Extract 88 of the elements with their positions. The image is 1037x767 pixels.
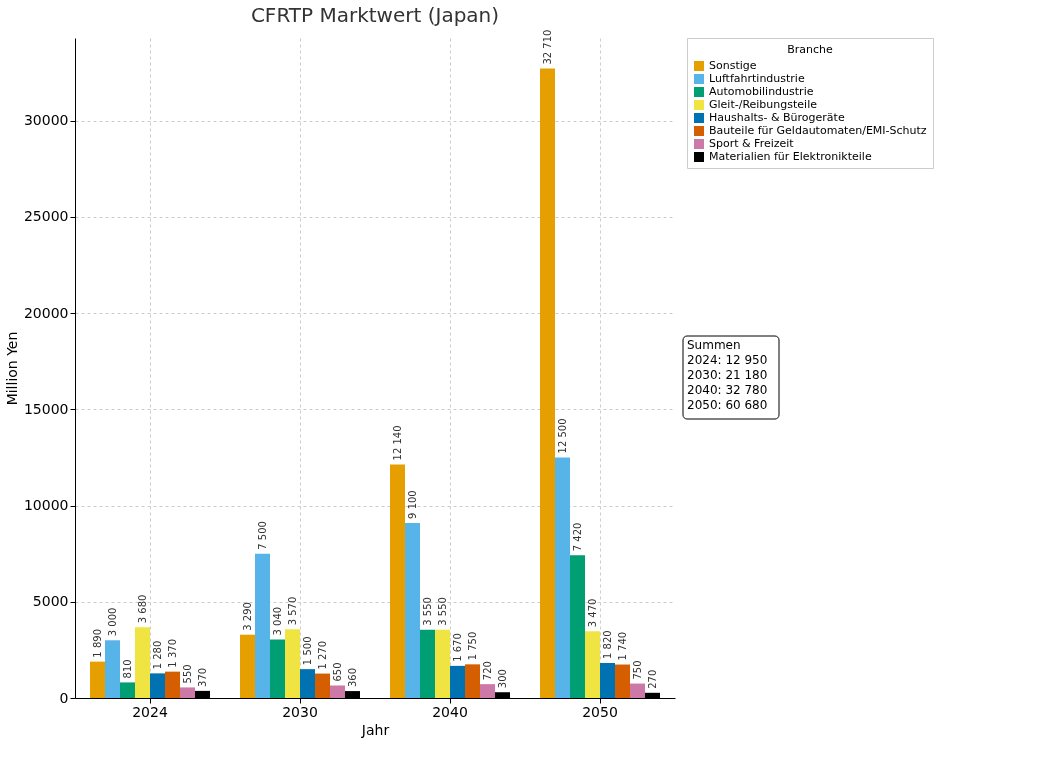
bar	[585, 631, 600, 698]
data-label: 270	[646, 669, 658, 689]
legend-label: Luftfahrtindustrie	[709, 72, 805, 85]
data-label: 3 680	[136, 594, 148, 624]
data-label: 3 470	[586, 598, 598, 628]
y-tick-label: 30000	[23, 112, 69, 129]
bar	[600, 662, 615, 698]
bar	[315, 673, 330, 698]
y-tick-label: 25000	[23, 208, 69, 225]
chart-title: CFRTP Marktwert (Japan)	[250, 2, 500, 27]
data-label: 3 550	[436, 597, 448, 626]
data-label: 3 570	[286, 596, 298, 626]
data-label: 360	[346, 667, 358, 688]
text: Summen	[687, 338, 741, 352]
data-label: 7 500	[256, 521, 268, 550]
bar	[180, 687, 195, 698]
bar	[270, 639, 285, 698]
data-label: 1 370	[166, 639, 178, 668]
x-axis-title: Jahr	[360, 721, 390, 738]
data-label: 370	[196, 667, 208, 687]
bar	[540, 68, 555, 698]
data-label: 750	[631, 660, 643, 680]
bar	[570, 555, 585, 698]
x-tick-label: 2030	[282, 703, 318, 720]
data-label: 12 500	[556, 418, 568, 454]
bar	[615, 664, 630, 698]
y-axis-title: Million Yen	[3, 331, 20, 406]
legend-label: Materialien für Elektronikteile	[709, 150, 872, 163]
text: 2040: 32 780	[687, 383, 768, 397]
text: 2050: 60 680	[687, 398, 768, 412]
y-tick-label: 10000	[23, 497, 69, 514]
bar	[150, 673, 165, 698]
bar	[450, 665, 465, 698]
bar	[255, 553, 270, 698]
y-tick-label: 20000	[23, 304, 69, 321]
legend-label: Automobilindustrie	[709, 85, 814, 98]
legend-label: Bauteile für Geldautomaten/EMI-Schutz	[709, 124, 927, 137]
y-tick-label: 15000	[23, 400, 69, 417]
data-label: 1 740	[616, 631, 628, 661]
bar	[165, 671, 180, 698]
x-tick-label: 2050	[582, 703, 618, 720]
data-label: 1 670	[451, 633, 463, 662]
data-label: 3 040	[271, 606, 283, 636]
bar	[240, 634, 255, 698]
bar	[90, 661, 105, 698]
x-tick-label: 2040	[432, 703, 468, 720]
bar	[120, 682, 135, 698]
bar	[435, 629, 450, 698]
data-label: 650	[331, 662, 343, 682]
data-label: 3 000	[106, 607, 118, 637]
legend-label: Sport & Freizeit	[709, 137, 795, 150]
bar	[390, 464, 405, 698]
legend-label: Sonstige	[709, 59, 757, 72]
bar	[105, 640, 120, 698]
data-label: 12 140	[391, 425, 403, 461]
bar	[300, 669, 315, 698]
y-tick-label: 0	[59, 689, 69, 706]
legend-title: Branche	[787, 43, 834, 56]
data-label: 1 270	[316, 640, 328, 670]
bar	[630, 683, 645, 698]
x-tick-label: 2024	[132, 703, 168, 720]
bar	[420, 629, 435, 698]
legend-label: Haushalts- & Bürogeräte	[709, 111, 845, 124]
text: 2030: 21 180	[687, 368, 768, 382]
data-label: 720	[481, 661, 493, 681]
bar	[555, 457, 570, 698]
data-label: 300	[496, 669, 508, 689]
data-label: 1 280	[151, 640, 163, 670]
data-label: 550	[181, 664, 193, 684]
bar	[135, 627, 150, 698]
text: 2024: 12 950	[687, 353, 768, 367]
bar	[480, 684, 495, 698]
data-label: 1 890	[91, 628, 103, 658]
data-label: 810	[121, 659, 133, 679]
bar	[405, 522, 420, 698]
bar	[285, 629, 300, 698]
data-label: 1 750	[466, 631, 478, 661]
data-label: 32 710	[541, 29, 553, 65]
data-label: 1 820	[601, 630, 613, 659]
legend-label: Gleit-/Reibungsteile	[709, 98, 818, 111]
data-label: 3 290	[241, 602, 253, 631]
bar	[465, 664, 480, 698]
data-label: 9 100	[406, 490, 418, 519]
data-label: 1 500	[301, 636, 313, 666]
data-label: 3 550	[421, 597, 433, 626]
y-tick-label: 5000	[32, 593, 69, 610]
data-label: 7 420	[571, 522, 583, 552]
bar	[330, 685, 345, 698]
